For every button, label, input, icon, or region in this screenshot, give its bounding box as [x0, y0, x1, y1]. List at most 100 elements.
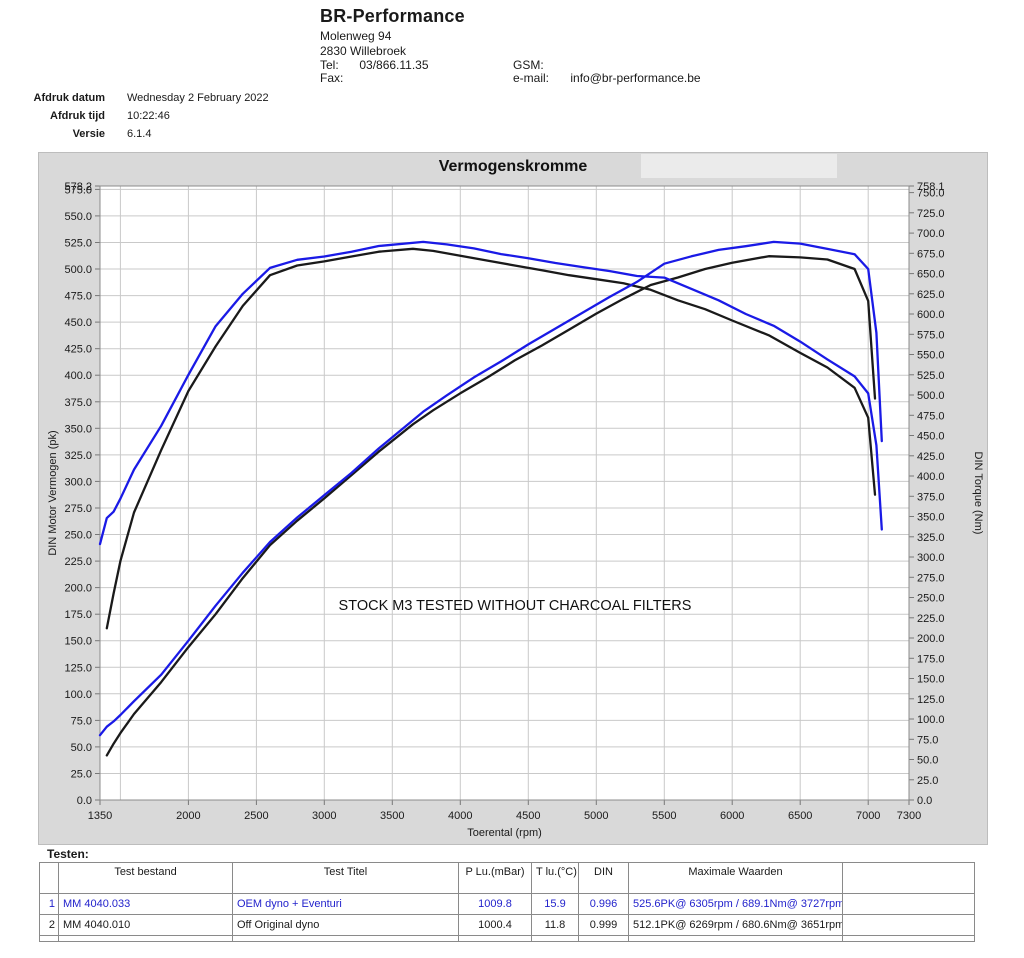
svg-text:350.0: 350.0 [917, 512, 945, 524]
svg-text:700.0: 700.0 [917, 228, 945, 240]
cell-row-number: 2 [39, 914, 59, 936]
svg-text:75.0: 75.0 [917, 734, 938, 746]
table-row: 2 MM 4040.010 Off Original dyno 1000.4 1… [39, 914, 975, 936]
svg-text:400.0: 400.0 [64, 370, 92, 382]
svg-text:50.0: 50.0 [71, 742, 92, 754]
chart-title: Vermogenskromme [438, 158, 588, 175]
svg-text:1350: 1350 [88, 810, 112, 822]
gsm-row: GSM: [513, 58, 544, 72]
svg-text:DIN Motor Vermogen (pk): DIN Motor Vermogen (pk) [47, 430, 59, 555]
table-header-row: Test bestand Test Titel P Lu.(mBar) T lu… [39, 862, 975, 894]
svg-text:7300: 7300 [897, 810, 921, 822]
svg-text:325.0: 325.0 [917, 532, 945, 544]
svg-text:750.0: 750.0 [917, 188, 945, 200]
cell-t-lu: 15.9 [531, 893, 579, 915]
cell-t-lu: 11.8 [531, 914, 579, 936]
svg-text:425.0: 425.0 [917, 451, 945, 463]
dyno-chart: 578.2 575.0 550.0 525.0 500.0 475.0 450.0 425.0… [39, 153, 989, 846]
svg-text:350.0: 350.0 [64, 423, 92, 435]
svg-text:0.0: 0.0 [917, 795, 932, 807]
svg-text:250.0: 250.0 [64, 530, 92, 542]
svg-text:450.0: 450.0 [917, 431, 945, 443]
svg-text:2500: 2500 [244, 810, 268, 822]
svg-text:578.2: 578.2 [64, 181, 92, 193]
svg-text:325.0: 325.0 [64, 450, 92, 462]
cell-test-titel: OEM dyno + Eventuri [232, 893, 459, 915]
svg-text:75.0: 75.0 [71, 715, 92, 727]
meta-label-print-time: Afdruk tijd [50, 110, 105, 122]
svg-text:375.0: 375.0 [64, 397, 92, 409]
table-stub-row [39, 935, 975, 942]
svg-text:150.0: 150.0 [64, 636, 92, 648]
svg-text:525.0: 525.0 [64, 238, 92, 250]
gsm-label: GSM: [513, 58, 544, 72]
svg-text:575.0: 575.0 [64, 184, 92, 196]
svg-text:3500: 3500 [380, 810, 404, 822]
col-header-p-lu: P Lu.(mBar) [458, 862, 532, 894]
svg-text:125.0: 125.0 [917, 694, 945, 706]
svg-text:275.0: 275.0 [917, 572, 945, 584]
svg-text:50.0: 50.0 [917, 755, 938, 767]
cell-row-number: 1 [39, 893, 59, 915]
svg-text:375.0: 375.0 [917, 491, 945, 503]
meta-label-version: Versie [72, 128, 105, 140]
fax-label: Fax: [320, 71, 344, 85]
svg-text:4500: 4500 [516, 810, 540, 822]
svg-text:2000: 2000 [176, 810, 200, 822]
svg-text:Toerental (rpm): Toerental (rpm) [467, 827, 542, 839]
svg-text:575.0: 575.0 [917, 329, 945, 341]
svg-text:475.0: 475.0 [64, 291, 92, 303]
col-header-din: DIN [578, 862, 629, 894]
cell-maximale-waarden: 525.6PK@ 6305rpm / 689.1Nm@ 3727rpm [628, 893, 843, 915]
svg-text:450.0: 450.0 [64, 317, 92, 329]
svg-text:25.0: 25.0 [917, 775, 938, 787]
svg-text:650.0: 650.0 [917, 269, 945, 281]
col-header-test-bestand: Test bestand [58, 862, 233, 894]
svg-text:275.0: 275.0 [64, 503, 92, 515]
svg-text:7000: 7000 [856, 810, 880, 822]
svg-text:300.0: 300.0 [64, 476, 92, 488]
svg-text:250.0: 250.0 [917, 593, 945, 605]
svg-text:400.0: 400.0 [917, 471, 945, 483]
svg-text:175.0: 175.0 [64, 609, 92, 621]
svg-text:DIN Torque (Nm): DIN Torque (Nm) [972, 452, 984, 535]
svg-text:4000: 4000 [448, 810, 472, 822]
svg-text:100.0: 100.0 [64, 689, 92, 701]
svg-text:500.0: 500.0 [64, 264, 92, 276]
cell-test-bestand: MM 4040.010 [58, 914, 233, 936]
cell-test-bestand: MM 4040.033 [58, 893, 233, 915]
email-label: e-mail: [513, 71, 550, 85]
meta-value-print-date: Wednesday 2 February 2022 [127, 92, 269, 104]
cell-din: 0.996 [578, 893, 629, 915]
svg-text:500.0: 500.0 [917, 390, 945, 402]
svg-text:5500: 5500 [652, 810, 676, 822]
svg-text:200.0: 200.0 [917, 633, 945, 645]
tel-label: Tel: [320, 58, 339, 72]
email-row: e-mail: info@br-performance.be [513, 71, 701, 85]
meta-value-version: 6.1.4 [127, 128, 152, 140]
cell-din: 0.999 [578, 914, 629, 936]
meta-label-print-date: Afdruk datum [33, 92, 106, 104]
cell-p-lu: 1009.8 [458, 893, 532, 915]
cell-maximale-waarden: 512.1PK@ 6269rpm / 680.6Nm@ 3651rpm [628, 914, 843, 936]
svg-text:25.0: 25.0 [71, 769, 92, 781]
col-header-num [39, 862, 59, 894]
svg-text:225.0: 225.0 [917, 613, 945, 625]
cell-empty [842, 893, 975, 915]
table-row: 1 MM 4040.033 OEM dyno + Eventuri 1009.8… [39, 893, 975, 915]
svg-text:3000: 3000 [312, 810, 336, 822]
svg-text:625.0: 625.0 [917, 289, 945, 301]
erased-patch [641, 154, 837, 178]
tel-value: 03/866.11.35 [359, 58, 429, 72]
company-name: BR-Performance [320, 6, 465, 26]
email-value: info@br-performance.be [570, 71, 701, 85]
results-table: Test bestand Test Titel P Lu.(mBar) T lu… [39, 862, 975, 942]
svg-text:6500: 6500 [788, 810, 812, 822]
col-header-empty [842, 862, 975, 894]
svg-text:5000: 5000 [584, 810, 608, 822]
svg-text:675.0: 675.0 [917, 248, 945, 260]
svg-text:6000: 6000 [720, 810, 744, 822]
svg-text:550.0: 550.0 [917, 350, 945, 362]
cell-test-titel: Off Original dyno [232, 914, 459, 936]
svg-text:150.0: 150.0 [917, 674, 945, 686]
